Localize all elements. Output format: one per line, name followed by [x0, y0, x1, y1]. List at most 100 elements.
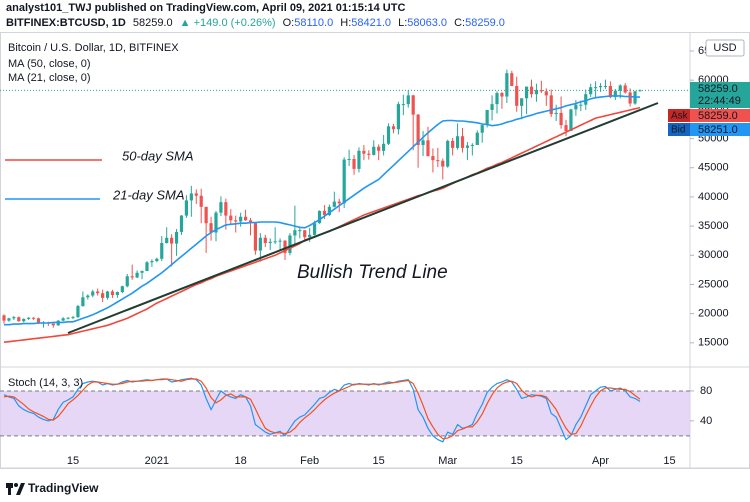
annotation: 21-day SMA [112, 187, 185, 202]
stoch-band [0, 390, 690, 436]
last-price-tag-text: 58259.0 [698, 83, 738, 95]
candle-body [623, 85, 627, 93]
candle-body [564, 125, 568, 131]
annotation: 50-day SMA [122, 148, 194, 163]
candle-body [155, 258, 159, 262]
candle-body [485, 109, 489, 126]
candle-body [539, 90, 543, 92]
candle-body [209, 223, 213, 233]
candle-body [505, 73, 509, 97]
candle-body [204, 206, 208, 224]
legend-entry: MA (50, close, 0) [8, 58, 91, 70]
y-tick-label: 25000 [698, 278, 729, 290]
candle-body [362, 150, 366, 154]
candle-body [628, 92, 632, 104]
candle-body [406, 95, 410, 105]
candle-body [495, 93, 499, 105]
candle-body [534, 90, 539, 95]
candle-body [140, 271, 144, 273]
candle-body [253, 223, 258, 251]
candle-body [322, 210, 327, 216]
candle-body [303, 230, 307, 238]
ohlc-label: C: [454, 17, 465, 29]
ask-label: Ask [671, 111, 689, 122]
brand: TradingView [28, 481, 99, 495]
candle-body [460, 136, 465, 148]
candle-body [352, 158, 356, 169]
symbol-line: BITFINEX:BTCUSD, 1D 58259.0 ▲ +149.0 (+0… [6, 17, 505, 29]
candle-body [327, 206, 331, 216]
candle-body [125, 276, 129, 287]
candle-body [372, 146, 376, 155]
candle-body [421, 140, 425, 145]
candle-body [110, 291, 115, 295]
candle-body [401, 104, 405, 106]
candle-body [579, 104, 583, 106]
candle-body [603, 86, 608, 88]
candle-body [337, 201, 341, 204]
candle-body [184, 200, 189, 216]
candle-body [446, 140, 450, 167]
candle-body [470, 144, 474, 146]
candle-body [120, 286, 124, 293]
candle-body [22, 318, 26, 322]
x-tick-label: Mar [438, 455, 457, 467]
candle-body [66, 317, 70, 319]
candle-body [105, 291, 110, 298]
brand-logo [6, 483, 25, 495]
candle-body [598, 86, 603, 88]
candle-body [243, 216, 248, 221]
candle-body [12, 317, 16, 319]
candle-body [219, 202, 223, 213]
last-price: 58259.0 [133, 17, 173, 29]
trend-line [67, 102, 659, 334]
candle-body [7, 318, 11, 321]
candle-body [76, 306, 80, 318]
candle-body [520, 98, 524, 106]
candle-body [17, 317, 21, 322]
y-tick-label: 40000 [698, 191, 729, 203]
currency: USD [713, 42, 736, 54]
candle-body [312, 223, 317, 235]
candle-body [258, 237, 262, 251]
candle-body [549, 95, 553, 115]
y-tick-label: 80 [700, 385, 712, 397]
candle-body [101, 293, 105, 298]
candle-body [273, 241, 277, 243]
legend-entry: MA (21, close, 0) [8, 72, 91, 84]
candle-body [293, 230, 297, 236]
candle-body [613, 90, 617, 98]
candle-body [510, 73, 514, 87]
candle-body [342, 159, 346, 204]
bid-label: Bid [671, 125, 685, 136]
candle-body [554, 112, 558, 115]
y-tick-label: 40 [700, 415, 712, 427]
candle-body [441, 160, 445, 167]
candle-body [357, 150, 361, 169]
candle-body [426, 140, 430, 157]
candle-body [91, 291, 95, 296]
logo-part [8, 483, 11, 495]
candle-body [170, 237, 174, 244]
overlay: Bitcoin / U.S. Dollar, 1D, BITFINEX MA (… [6, 42, 179, 495]
x-tick-label: 2021 [145, 455, 169, 467]
candle-body [51, 323, 55, 326]
candle-body [239, 216, 243, 222]
candle-body [31, 317, 36, 319]
candle-body [27, 317, 31, 319]
header: analyst101_TWJ published on TradingView.… [6, 2, 505, 29]
bid-tag-label-bg [668, 123, 690, 136]
candle-body [145, 262, 149, 272]
candle-body [36, 318, 41, 324]
candle-body [584, 94, 588, 105]
annotation: Bullish Trend Line [297, 262, 448, 283]
candle-body [194, 193, 198, 196]
symbol: BITFINEX:BTCUSD, 1D [6, 17, 126, 29]
candle-body [199, 195, 203, 207]
candle-body [248, 220, 253, 224]
candle-body [96, 291, 100, 294]
logo-part [16, 483, 25, 495]
candle-body [411, 95, 415, 115]
candle-body [179, 215, 184, 232]
candle-body [475, 132, 479, 145]
